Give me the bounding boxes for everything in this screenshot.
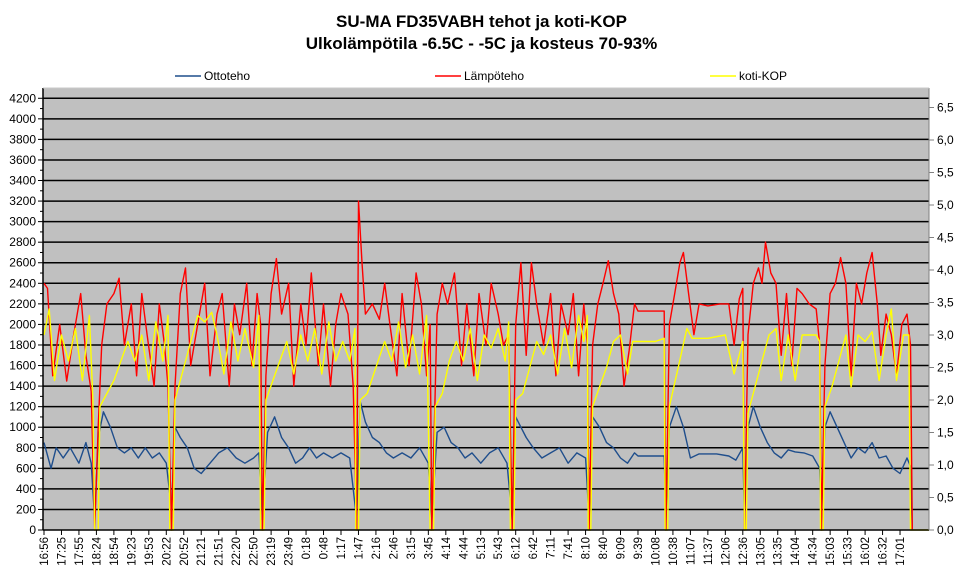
y-tick-label: 1800	[9, 338, 36, 352]
x-tick-label: 21:21	[196, 537, 208, 566]
x-tick-label: 13:35	[773, 537, 785, 566]
x-tick-label: 17:01	[895, 537, 907, 566]
y2-tick-label: 4,5	[937, 231, 954, 245]
x-tick-label: 4:44	[458, 536, 470, 559]
x-tick-label: 18:54	[109, 536, 121, 565]
y2-tick-label: 1,5	[937, 426, 954, 440]
y-tick-label: 2000	[9, 317, 36, 331]
x-tick-label: 2:16	[371, 537, 383, 559]
y2-tick-label: 4,0	[937, 263, 954, 277]
y-tick-label: 3800	[9, 132, 36, 146]
series-group	[43, 200, 929, 531]
y2-tick-label: 0,5	[937, 491, 954, 505]
y-tick-label: 400	[16, 482, 36, 496]
x-tick-label: 1:47	[353, 537, 365, 559]
x-tick-label: 13:05	[755, 537, 767, 566]
y-tick-label: 600	[16, 461, 36, 475]
chart-title: SU-MA FD35VABH tehot ja koti-KOP	[336, 12, 627, 31]
axes: 0 200 400 600 800 1000 1200 1400 1600 1800 2000 220…	[9, 87, 954, 566]
y-tick-label: 800	[16, 441, 36, 455]
x-tick-label: 11:07	[685, 537, 697, 565]
y-tick-label: 1600	[9, 359, 36, 373]
x-tick-label: 12:06	[720, 537, 732, 566]
y-tick-label: 200	[16, 502, 36, 516]
x-tick-label: 16:56	[39, 537, 51, 566]
x-tick-label: 0:18	[301, 537, 313, 559]
y2-tick-label: 3,5	[937, 296, 954, 310]
y-tick-label: 3600	[9, 153, 36, 167]
x-tick-label: 4:14	[441, 536, 453, 559]
y-tick-label: 4200	[9, 91, 36, 105]
legend-label: Ottoteho	[204, 69, 250, 83]
x-tick-label: 9:39	[633, 537, 645, 559]
y-tick-label: 2600	[9, 256, 36, 270]
x-tick-label: 5:43	[493, 537, 505, 559]
y2-tick-label: 0,0	[937, 523, 954, 537]
legend-label: koti-KOP	[739, 69, 787, 83]
y2-tick-label: 2,5	[937, 361, 954, 375]
y-tick-label: 2400	[9, 276, 36, 290]
y2-tick-label: 2,0	[937, 393, 954, 407]
x-tick-label: 16:02	[860, 537, 872, 566]
x-tick-label: 2:46	[388, 537, 400, 559]
x-tick-label: 23:19	[266, 537, 278, 566]
series-line-koti-kop	[43, 308, 929, 531]
y-tick-label: 2800	[9, 235, 36, 249]
x-tick-label: 15:03	[825, 537, 837, 566]
x-tick-label: 8:10	[581, 537, 593, 559]
y-tick-label: 1200	[9, 400, 36, 414]
y-tick-label: 3000	[9, 215, 36, 229]
y-tick-label: 4000	[9, 112, 36, 126]
y2-tick-label: 3,0	[937, 328, 954, 342]
series-line-ottoteho	[43, 400, 913, 531]
x-tick-label: 17:55	[74, 537, 86, 566]
x-tick-label: 0:48	[319, 537, 331, 559]
x-tick-label: 20:52	[179, 537, 191, 566]
y-tick-label: 3200	[9, 194, 36, 208]
x-tick-label: 1:17	[336, 537, 348, 559]
y2-tick-label: 1,0	[937, 458, 954, 472]
x-tick-label: 23:49	[284, 537, 296, 566]
x-tick-label: 21:51	[214, 537, 226, 566]
series-line-l-mp-teho	[43, 200, 913, 531]
legend-label: Lämpöteho	[464, 69, 524, 83]
x-tick-label: 14:34	[808, 536, 820, 565]
x-tick-label: 7:41	[563, 537, 575, 559]
y2-tick-label: 6,5	[937, 101, 954, 115]
y2-tick-label: 6,0	[937, 133, 954, 147]
x-tick-label: 15:33	[843, 537, 855, 566]
x-tick-label: 19:53	[144, 537, 156, 566]
y2-tick-label: 5,0	[937, 198, 954, 212]
x-tick-label: 3:15	[406, 537, 418, 559]
y-tick-label: 1400	[9, 379, 36, 393]
x-tick-label: 22:50	[249, 537, 261, 566]
chart-subtitle: Ulkolämpötila -6.5C - -5C ja kosteus 70-…	[305, 34, 658, 53]
x-tick-label: 16:32	[878, 537, 890, 566]
legend: Ottoteho Lämpöteho koti-KOP	[175, 69, 787, 83]
x-tick-label: 14:04	[790, 536, 802, 565]
y-tick-label: 3400	[9, 174, 36, 188]
x-tick-label: 9:09	[616, 537, 628, 559]
x-tick-label: 10:38	[668, 537, 680, 566]
x-tick-label: 20:22	[161, 537, 173, 566]
x-tick-label: 5:13	[476, 537, 488, 559]
x-tick-label: 17:25	[56, 537, 68, 566]
x-tick-label: 11:37	[703, 537, 715, 565]
x-tick-label: 8:40	[598, 537, 610, 559]
x-tick-label: 12:36	[738, 537, 750, 566]
x-tick-label: 18:24	[91, 536, 103, 565]
x-tick-label: 7:11	[546, 537, 558, 559]
y-tick-label: 1000	[9, 420, 36, 434]
y-tick-label: 2200	[9, 297, 36, 311]
x-tick-label: 6:12	[511, 537, 523, 559]
x-tick-label: 22:20	[231, 537, 243, 566]
x-tick-label: 3:45	[423, 537, 435, 559]
y2-tick-label: 5,5	[937, 166, 954, 180]
x-tick-label: 6:42	[528, 537, 540, 559]
y-tick-label: 0	[29, 523, 36, 537]
x-tick-label: 10:08	[650, 537, 662, 566]
x-tick-label: 19:23	[126, 537, 138, 566]
